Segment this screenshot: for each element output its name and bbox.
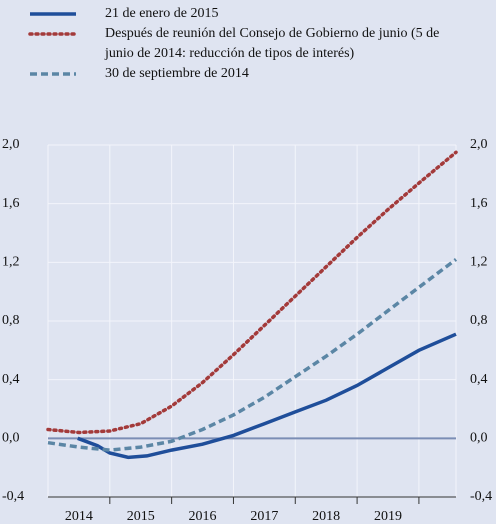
legend-swatch	[28, 32, 78, 36]
legend-swatch	[30, 12, 76, 16]
x-tick-label: 2014	[65, 509, 93, 524]
y2-tick-label: 0,0	[470, 431, 488, 446]
x-tick-label: 2017	[250, 509, 278, 524]
y-tick-label: 1,6	[2, 196, 20, 211]
x-tick-label: 2016	[189, 509, 217, 524]
y-tick-label: 0,8	[2, 313, 20, 328]
y2-tick-label: 1,2	[470, 255, 488, 270]
y2-tick-label: 1,6	[470, 196, 488, 211]
y-tick-label: 2,0	[2, 137, 20, 152]
legend-label: Después de reunión del Consejo de Gobier…	[105, 26, 440, 61]
legend: 21 de enero de 2015 Después de reunión de…	[0, 4, 496, 84]
legend-swatch	[30, 72, 76, 76]
y-tick-label: 0,4	[2, 372, 20, 387]
x-tick-label: 2018	[312, 509, 340, 524]
series-line	[46, 150, 458, 435]
series-line	[77, 332, 457, 460]
y2-tick-label: 2,0	[470, 137, 488, 152]
legend-label: 30 de septiembre de 2014	[105, 66, 249, 81]
y-tick-label: -0,4	[2, 489, 24, 504]
y-tick-label: 0,0	[2, 431, 20, 446]
legend-item: 21 de enero de 2015	[0, 4, 496, 24]
y-tick-label: 1,2	[2, 255, 20, 270]
series-line	[47, 258, 458, 452]
y2-tick-label: -0,4	[470, 489, 492, 504]
legend-item: 30 de septiembre de 2014	[0, 64, 496, 84]
x-tick-label: 2019	[374, 509, 402, 524]
x-tick-label: 2015	[127, 509, 155, 524]
legend-item: Después de reunión del Consejo de Gobier…	[0, 24, 496, 64]
legend-label: 21 de enero de 2015	[105, 6, 219, 21]
y2-tick-label: 0,8	[470, 313, 488, 328]
y2-tick-label: 0,4	[470, 372, 488, 387]
